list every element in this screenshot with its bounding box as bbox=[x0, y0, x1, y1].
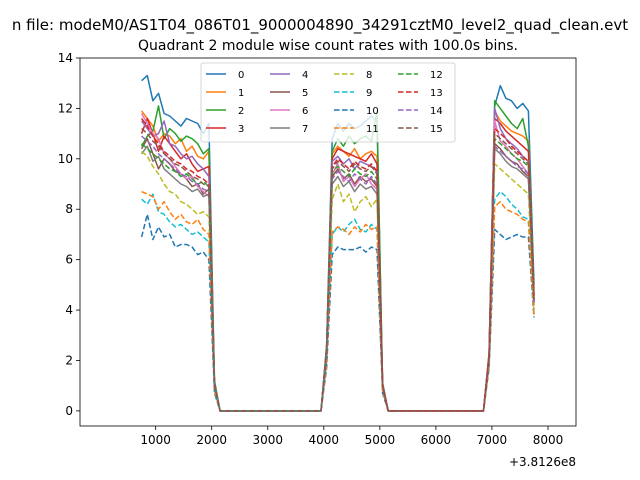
x-offset-label: +3.8126e8 bbox=[509, 455, 576, 469]
chart-title: Quadrant 2 module wise count rates with … bbox=[138, 38, 518, 54]
legend-label-1: 1 bbox=[238, 88, 244, 99]
figure-suptitle: n file: modeM0/AS1T04_086T01_9000004890_… bbox=[12, 16, 628, 35]
legend-label-10: 10 bbox=[366, 106, 379, 117]
y-tick-label: 0 bbox=[65, 404, 73, 418]
legend-label-2: 2 bbox=[238, 106, 244, 117]
legend-label-8: 8 bbox=[366, 70, 372, 81]
x-tick-label: 1000 bbox=[140, 433, 171, 447]
x-tick-label: 3000 bbox=[252, 433, 283, 447]
y-tick-label: 12 bbox=[58, 101, 73, 115]
x-tick-label: 8000 bbox=[533, 433, 564, 447]
legend-box bbox=[200, 62, 456, 143]
series-line-13 bbox=[141, 118, 535, 412]
x-tick-label: 4000 bbox=[309, 433, 340, 447]
y-tick-label: 2 bbox=[65, 353, 73, 367]
axes-frame bbox=[79, 57, 577, 427]
x-tick-label: 2000 bbox=[196, 433, 227, 447]
x-tick-label: 6000 bbox=[421, 433, 452, 447]
legend-label-4: 4 bbox=[302, 70, 308, 81]
legend-label-7: 7 bbox=[302, 124, 308, 135]
legend-label-11: 11 bbox=[366, 124, 379, 135]
y-axis: 0 2 4 6 8 10 12 14 bbox=[58, 51, 80, 418]
legend-label-14: 14 bbox=[430, 106, 443, 117]
legend-label-6: 6 bbox=[302, 106, 308, 117]
y-tick-label: 8 bbox=[65, 202, 73, 216]
x-tick-label: 7000 bbox=[477, 433, 508, 447]
legend-label-13: 13 bbox=[430, 88, 443, 99]
y-tick-label: 14 bbox=[58, 51, 73, 65]
legend-label-15: 15 bbox=[430, 124, 443, 135]
legend-label-0: 0 bbox=[238, 70, 244, 81]
legend-label-5: 5 bbox=[302, 88, 308, 99]
series-line-15 bbox=[141, 128, 535, 412]
legend-label-9: 9 bbox=[366, 88, 372, 99]
y-tick-label: 4 bbox=[65, 303, 73, 317]
x-axis: 1000 2000 3000 4000 5000 6000 7000 8000 bbox=[140, 426, 563, 447]
x-tick-label: 5000 bbox=[365, 433, 396, 447]
legend-label-12: 12 bbox=[430, 70, 443, 81]
y-tick-label: 6 bbox=[65, 253, 73, 267]
y-tick-label: 10 bbox=[58, 152, 73, 166]
legend-label-3: 3 bbox=[238, 124, 244, 135]
